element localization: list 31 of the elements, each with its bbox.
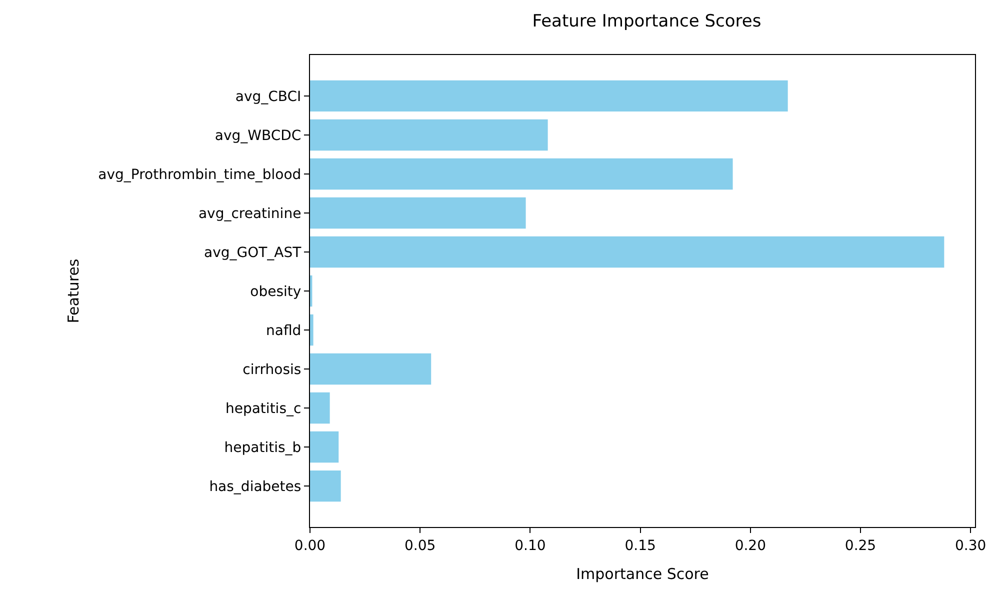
y-tick-label: has_diabetes — [209, 478, 302, 495]
chart-title: Feature Importance Scores — [532, 12, 762, 32]
y-tick-label: nafld — [266, 322, 302, 339]
bar — [310, 431, 339, 463]
bar — [310, 158, 733, 190]
y-tick-label: hepatitis_b — [224, 440, 302, 456]
x-tick-label: 0.00 — [294, 538, 326, 554]
bar — [310, 392, 330, 424]
x-tick-label: 0.10 — [514, 538, 546, 554]
y-tick-label: avg_creatinine — [198, 206, 302, 222]
y-tick-label: avg_GOT_AST — [204, 244, 302, 261]
x-tick-label: 0.05 — [404, 538, 436, 554]
bar — [310, 353, 432, 385]
x-axis-title: Importance Score — [576, 564, 709, 583]
y-tick-label: avg_WBCDC — [214, 128, 302, 144]
x-tick-label: 0.30 — [955, 538, 986, 554]
x-tick-label: 0.25 — [844, 538, 876, 554]
x-tick-label: 0.15 — [624, 538, 656, 554]
bar — [310, 80, 788, 112]
x-tick-label: 0.20 — [734, 538, 766, 554]
y-tick-label: cirrhosis — [242, 362, 302, 378]
bar — [310, 314, 314, 346]
bar — [310, 197, 526, 229]
y-tick-label: hepatitis_c — [225, 400, 302, 417]
y-axis-title: Features — [64, 258, 82, 324]
y-tick-label: avg_Prothrombin_time_blood — [98, 166, 302, 183]
y-tick-label: obesity — [250, 284, 302, 300]
bar — [310, 470, 341, 502]
bar — [310, 119, 548, 151]
y-tick-label: avg_CBCI — [235, 88, 302, 105]
bar — [310, 236, 944, 268]
